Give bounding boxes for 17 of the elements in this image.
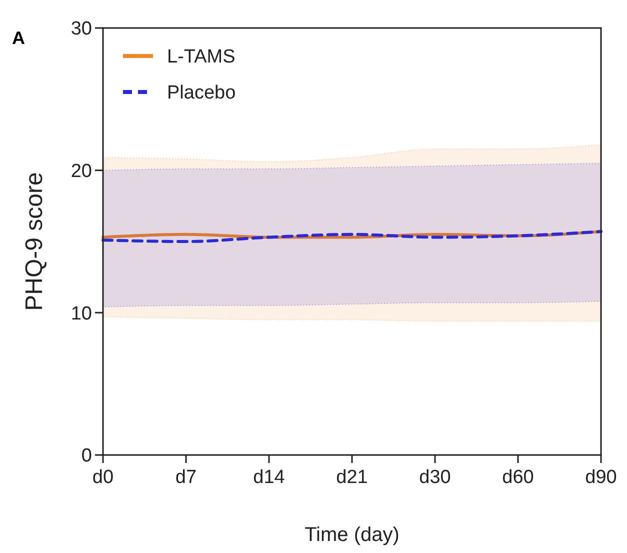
x-tick-label: d0 <box>92 467 114 488</box>
y-tick-label: 10 <box>70 303 92 324</box>
legend-label: Placebo <box>167 82 236 104</box>
text: A <box>12 28 25 48</box>
x-tick-label: d30 <box>419 467 451 488</box>
x-tick-label: d7 <box>175 467 197 488</box>
y-tick-label: 0 <box>81 446 92 467</box>
y-tick-label: 30 <box>70 18 92 40</box>
x-tick-label: d21 <box>336 467 368 488</box>
x-axis-title: Time (day) <box>304 524 400 546</box>
x-tick-label: d90 <box>585 467 617 488</box>
y-axis-title: PHQ-9 score <box>21 172 48 311</box>
x-tick-label: d60 <box>502 467 534 488</box>
x-tick-label: d14 <box>253 467 286 488</box>
y-tick-label: 20 <box>70 160 92 182</box>
legend-label: L-TAMS <box>167 46 236 68</box>
line-series <box>102 230 602 243</box>
